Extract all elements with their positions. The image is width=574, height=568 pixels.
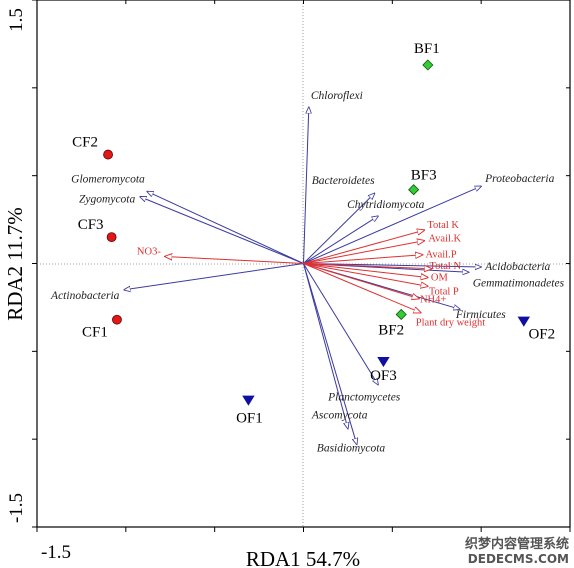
species-label-gemmatimonadetes: Gemmatimonadetes (473, 277, 565, 289)
sample-point-cf3 (106, 232, 117, 243)
species-arrow-bacteroidetes (303, 193, 375, 264)
species-label-bacteroidetes: Bacteroidetes (312, 175, 375, 187)
env-label-total-k: Total K (427, 220, 459, 231)
species-arrow-basidiomycota (303, 263, 357, 445)
env-arrow-no3 (165, 256, 304, 264)
chart-labels: CF1 CF2 CF3 BF1 BF2 BF3 OF1 OF2 OF3 Chloroflexi Pr… (50, 41, 565, 454)
env-arrow-avail-k (303, 241, 425, 264)
species-label-firmicutes: Firmicutes (455, 309, 506, 321)
species-label-chytridiomycota: Chytridiomycota (347, 199, 425, 211)
species-arrow-chloroflexi (303, 107, 309, 264)
env-label-total-p: Total P (429, 286, 459, 297)
species-arrow-ascomycota (303, 263, 348, 429)
sample-point-cf1 (112, 314, 122, 325)
species-label-planctomycetes: Planctomycetes (327, 392, 401, 404)
y-tick-label-min: -1.5 (6, 493, 27, 523)
env-label-nh4: NH4+ (420, 295, 446, 306)
sample-label-cf3: CF3 (78, 217, 104, 233)
env-label-avail-p: Avail.P (426, 250, 457, 261)
species-label-actinobacteria: Actinobacteria (50, 290, 120, 302)
sample-point-of3 (377, 356, 390, 368)
sample-point-of2 (517, 316, 531, 327)
sample-label-of1: OF1 (236, 411, 263, 427)
x-axis-title: RDA1 54.7% (246, 547, 360, 568)
env-arrow-total-p (303, 263, 428, 287)
species-label-ascomycota: Ascomycota (311, 410, 368, 422)
species-label-basidiomycota: Basidiomycota (317, 442, 386, 454)
watermark-line-1: 织梦内容管理系统 (465, 536, 569, 552)
watermark-line-2: DEDECMS.COM (468, 552, 569, 566)
sample-label-cf2: CF2 (72, 135, 98, 151)
sample-point-bf2 (395, 308, 407, 321)
env-arrow-total-n (303, 263, 432, 269)
species-label-zygomycota: Zygomycota (79, 194, 135, 206)
sample-label-cf1: CF1 (82, 325, 108, 341)
sample-label-of3: OF3 (370, 368, 397, 384)
sample-label-bf1: BF1 (414, 41, 440, 57)
env-label-plant-dry-weight: Plant dry weight (416, 318, 485, 329)
sample-point-bf1 (422, 59, 434, 71)
species-label-acidobacteria: Acidobacteria (484, 261, 550, 273)
species-arrow-proteobacteria (303, 186, 482, 264)
env-arrow-nh4 (303, 263, 419, 299)
env-label-avail-k: Avail.K (428, 234, 461, 245)
species-arrows (124, 107, 481, 444)
species-label-chloroflexi: Chloroflexi (311, 90, 363, 102)
environment-arrows (165, 230, 432, 313)
species-arrow-zygomycota (140, 197, 304, 264)
species-arrow-glomeromycota (147, 191, 304, 264)
env-label-total-n: Total N (429, 261, 461, 272)
sample-label-of2: OF2 (528, 326, 555, 342)
species-arrow-chytridiomycota (303, 216, 379, 264)
env-arrow-total-k (303, 230, 425, 264)
sample-points (103, 59, 531, 406)
sample-point-cf2 (103, 149, 113, 160)
species-label-proteobacteria: Proteobacteria (484, 173, 554, 185)
species-arrow-planctomycetes (303, 263, 379, 385)
species-arrow-acidobacteria (303, 263, 482, 268)
env-arrow-plant-dry-weight (303, 263, 421, 313)
env-label-no3: NO3- (137, 246, 161, 257)
sample-label-bf2: BF2 (378, 322, 404, 338)
species-arrow-actinobacteria (124, 263, 304, 290)
axis-ticks (32, 0, 571, 532)
env-arrow-avail-p (303, 255, 423, 264)
x-tick-label-min: -1.5 (41, 542, 71, 563)
y-tick-label-max: 1.5 (6, 8, 27, 32)
env-arrow-om (303, 263, 428, 278)
sample-point-of1 (242, 395, 255, 406)
sample-label-bf3: BF3 (411, 168, 437, 184)
env-label-om: OM (431, 273, 449, 284)
sample-point-bf3 (408, 184, 420, 196)
y-axis-title: RDA2 11.7% (3, 207, 27, 321)
species-label-glomeromycota: Glomeromycota (71, 173, 145, 185)
